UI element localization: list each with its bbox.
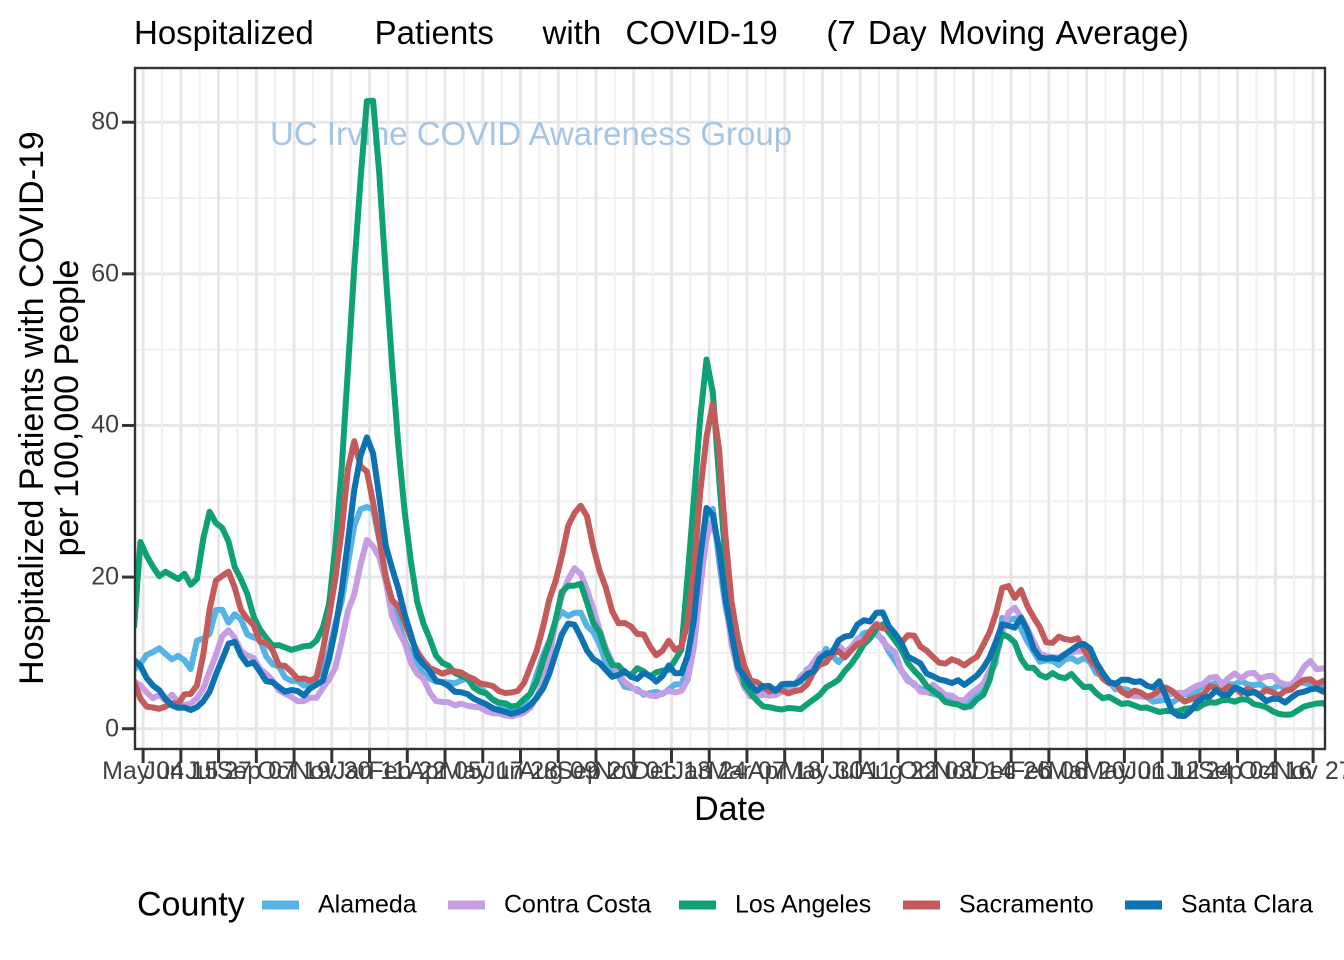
x-tick-label-3: Sep 07 <box>216 757 296 785</box>
x-tick-label-28: Jul 24 <box>1166 757 1234 785</box>
x-tick-label-13: Nov 01 <box>594 757 674 785</box>
x-axis-title: Date <box>694 790 766 828</box>
y-axis-title-line1: Hospitalized Patients with COVID-19 <box>13 131 51 685</box>
x-tick-label-19: Jul 11 <box>827 757 893 785</box>
legend-swatch-contra-costa <box>448 900 485 910</box>
y-tick-label-40: 40 <box>91 410 119 439</box>
x-tick-label-16: Mar 07 <box>708 757 786 785</box>
x-tick-label-26: May 01 <box>1083 757 1166 785</box>
x-tick-label-21: Oct 03 <box>898 757 973 785</box>
series-lines <box>135 97 1325 720</box>
x-tick-label-5: Nov 30 <box>292 757 372 785</box>
x-tick-label-1: Jun 15 <box>143 757 219 785</box>
panel-border <box>133 66 1327 751</box>
legend-swatch-sacramento <box>903 900 940 910</box>
x-tick-label-27: Jun 12 <box>1124 757 1200 785</box>
x-tick-label-29: Sep 04 <box>1197 757 1278 785</box>
legend-label-santa-clara: Santa Clara <box>1181 890 1314 919</box>
legend-label-alameda: Alameda <box>318 890 417 919</box>
x-tick-label-8: Apr 05 <box>408 757 482 785</box>
legend-label-sacramento: Sacramento <box>959 890 1094 919</box>
legend-swatch-los-angeles <box>679 900 716 910</box>
y-tick-label-60: 60 <box>91 259 119 288</box>
x-tick-label-30: Oct 16 <box>1238 757 1313 785</box>
y-tick-label-20: 20 <box>91 562 119 591</box>
x-tick-label-23: Dec 26 <box>971 757 1051 785</box>
x-tick-label-14: Dec 13 <box>631 757 712 785</box>
legend-title: County <box>137 885 245 924</box>
x-tick-label-24: Feb 06 <box>1009 757 1088 785</box>
legend-label-los-angeles: Los Angeles <box>735 890 872 919</box>
y-tick-label-0: 0 <box>105 714 119 743</box>
x-tick-label-6: Jan 11 <box>332 757 407 785</box>
y-axis-title-line2: per 100,000 People <box>48 259 86 557</box>
legend-swatch-santa-clara <box>1125 900 1162 910</box>
x-tick-label-20: Aug 22 <box>858 757 938 785</box>
x-tick-label-0: May 04 <box>102 757 185 785</box>
x-tick-label-9: May 17 <box>441 757 524 785</box>
x-tick-label-17: Apr 18 <box>747 757 822 785</box>
x-tick-label-25: Mar 20 <box>1047 757 1126 785</box>
watermark: UC Irvine COVID Awareness Group <box>270 115 792 152</box>
x-tick-label-4: Oct 19 <box>257 757 331 785</box>
x-tick-label-18: May 30 <box>781 757 864 785</box>
y-tick-label-80: 80 <box>91 107 119 136</box>
legend-swatch-alameda <box>262 900 299 910</box>
x-tick-label-15: Jan 24 <box>671 757 747 785</box>
x-tick-label-31: Nov 27 <box>1273 757 1344 785</box>
x-tick-label-10: Jun 28 <box>482 757 559 785</box>
chart-title: Hospitalized Patients with COVID-19 (7 D… <box>134 14 1189 51</box>
axis-ticks <box>122 120 1315 763</box>
x-tick-label-12: Sep 20 <box>556 757 636 785</box>
legend: County Alameda Contra Costa Los Angeles … <box>0 884 1344 926</box>
x-tick-label-11: Aug 09 <box>518 757 598 785</box>
y-axis-title-block: Hospitalized Patients with COVID-19 per … <box>13 131 86 685</box>
series-line-santa-clara <box>135 434 1325 719</box>
x-tick-label-2: Jul 27 <box>185 757 252 785</box>
x-tick-label-7: Feb 22 <box>368 757 447 785</box>
series-line-sacramento <box>135 401 1325 712</box>
legend-label-contra-costa: Contra Costa <box>504 890 652 919</box>
x-tick-label-22: Nov 14 <box>933 757 1014 785</box>
